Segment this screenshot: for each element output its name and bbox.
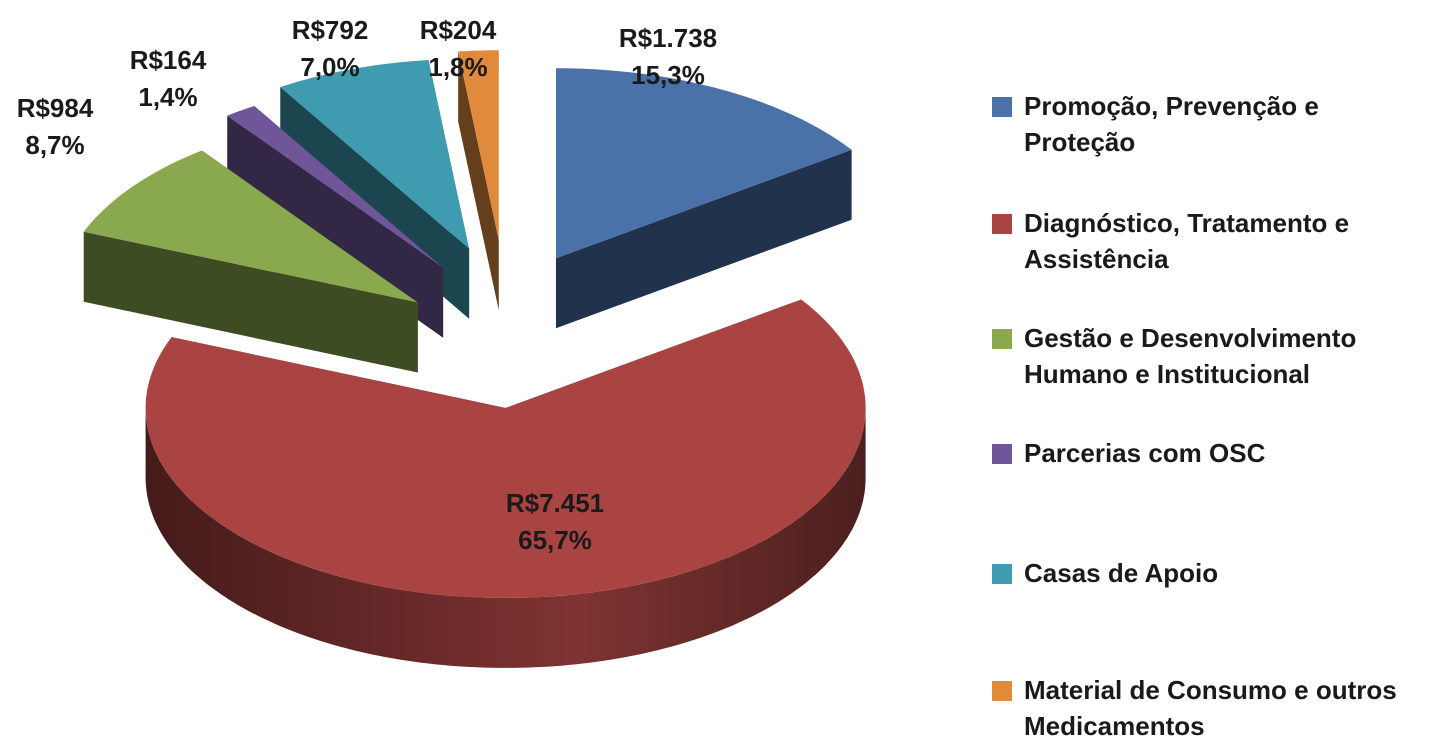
slice-side: [458, 51, 499, 311]
data-label: R$984: [17, 93, 94, 123]
data-label: R$792: [292, 15, 369, 45]
data-label: 1,8%: [428, 52, 487, 82]
chart: R$1.738 15,3% R$7.451 65,7% R$984 8,7% R$164 1,…: [17, 15, 866, 668]
slice-top: [83, 150, 418, 303]
slice: [145, 299, 866, 668]
data-label: R$164: [130, 45, 207, 75]
data-label: R$7.451: [506, 488, 604, 518]
legend-swatch: [992, 97, 1012, 117]
slice: [458, 50, 499, 311]
legend-item: Material de Consumo e outros Medicamento…: [992, 672, 1432, 744]
legend-label: Diagnóstico, Tratamento e Assistência: [1024, 208, 1350, 274]
slice: [83, 150, 418, 373]
slice-side: [83, 231, 418, 373]
slice-top: [145, 299, 866, 598]
legend-label: Parcerias com OSC: [1024, 438, 1266, 468]
slice-top: [280, 60, 470, 249]
slice-top: [555, 68, 852, 259]
data-label: 15,3%: [631, 60, 705, 90]
slice-top: [227, 106, 444, 268]
data-label: 1,4%: [138, 82, 197, 112]
data-label: 65,7%: [518, 525, 592, 555]
slice-top: [458, 50, 499, 241]
legend-item: Diagnóstico, Tratamento e Assistência: [992, 205, 1432, 277]
legend-swatch: [992, 444, 1012, 464]
legend-label: Gestão e Desenvolvimento Humano e Instit…: [1024, 323, 1357, 389]
legend-swatch: [992, 681, 1012, 701]
slice: [555, 68, 852, 329]
data-label: R$1.738: [619, 23, 717, 53]
legend-item: Parcerias com OSC: [992, 435, 1432, 471]
legend-item: Promoção, Prevenção e Proteção: [992, 88, 1432, 160]
legend-item: Gestão e Desenvolvimento Humano e Instit…: [992, 320, 1432, 392]
legend-swatch: [992, 214, 1012, 234]
legend-label: Material de Consumo e outros Medicamento…: [1024, 675, 1397, 741]
legend-swatch: [992, 564, 1012, 584]
legend-item: Casas de Apoio: [992, 555, 1432, 591]
legend-label: Promoção, Prevenção e Proteção: [1024, 91, 1319, 157]
legend-swatch: [992, 329, 1012, 349]
data-label: R$204: [420, 15, 497, 45]
legend: Promoção, Prevenção e Proteção Diagnóstic…: [992, 0, 1432, 744]
slice-side: [555, 149, 852, 329]
legend-label: Casas de Apoio: [1024, 558, 1219, 588]
data-label: 8,7%: [25, 130, 84, 160]
slice-wall: [145, 407, 866, 668]
data-label: 7,0%: [300, 52, 359, 82]
slice: [227, 105, 444, 338]
